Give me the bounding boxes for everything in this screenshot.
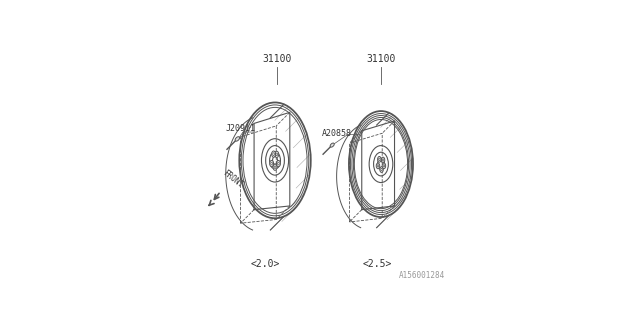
Text: 31100: 31100 bbox=[263, 54, 292, 64]
Text: FRONT: FRONT bbox=[221, 169, 245, 190]
Ellipse shape bbox=[269, 160, 273, 167]
Text: <2.5>: <2.5> bbox=[363, 259, 392, 269]
Text: J20911: J20911 bbox=[226, 124, 256, 133]
Ellipse shape bbox=[381, 157, 385, 163]
Ellipse shape bbox=[330, 143, 334, 147]
Text: A156001284: A156001284 bbox=[399, 271, 445, 280]
Text: A20858: A20858 bbox=[322, 129, 352, 138]
Text: <2.0>: <2.0> bbox=[250, 259, 280, 269]
Ellipse shape bbox=[378, 156, 381, 162]
Ellipse shape bbox=[276, 160, 280, 167]
Ellipse shape bbox=[272, 151, 276, 157]
Ellipse shape bbox=[275, 151, 278, 157]
Ellipse shape bbox=[376, 163, 380, 169]
Text: 31100: 31100 bbox=[366, 54, 396, 64]
Ellipse shape bbox=[235, 137, 239, 141]
Ellipse shape bbox=[382, 163, 386, 169]
Ellipse shape bbox=[380, 167, 383, 172]
Ellipse shape bbox=[273, 164, 277, 170]
